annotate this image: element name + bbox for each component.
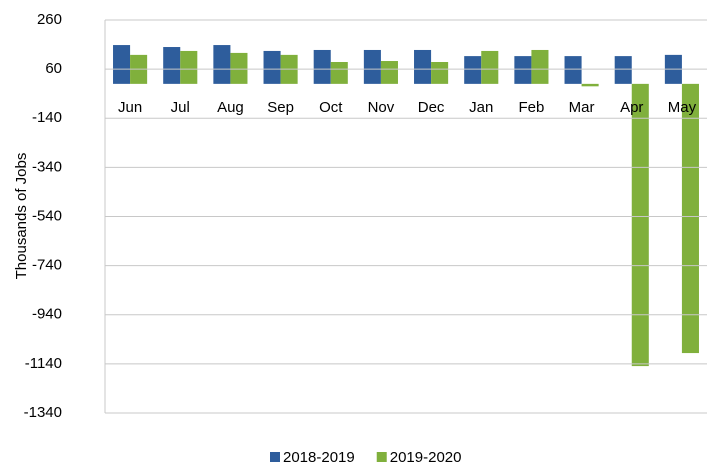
x-tick-label: Apr bbox=[620, 99, 643, 116]
x-tick-label: Aug bbox=[217, 99, 244, 116]
bar bbox=[113, 45, 131, 84]
x-tick-label: Jul bbox=[171, 99, 190, 116]
bar bbox=[464, 56, 482, 84]
x-tick-label: Jun bbox=[118, 99, 142, 116]
bar bbox=[681, 83, 699, 354]
y-tick-label: -1340 bbox=[24, 404, 62, 421]
x-tick-label: Jan bbox=[469, 99, 493, 116]
bar bbox=[230, 52, 248, 84]
x-tick-label: Oct bbox=[319, 99, 343, 116]
plot-area: Jun Jul Aug Sep Oct Nov Dec Jan Feb Mar Apr May bbox=[113, 45, 699, 367]
bar bbox=[431, 62, 449, 84]
y-tick-label: -940 bbox=[32, 306, 62, 323]
legend-swatch bbox=[270, 452, 280, 462]
bar bbox=[363, 49, 381, 84]
bar bbox=[414, 49, 432, 84]
y-tick-label: -740 bbox=[32, 257, 62, 274]
bar bbox=[614, 56, 632, 84]
y-tick-label: -340 bbox=[32, 158, 62, 175]
bar bbox=[180, 50, 198, 84]
y-tick-label: -140 bbox=[32, 109, 62, 126]
bar bbox=[564, 56, 582, 84]
x-tick-label: May bbox=[668, 99, 697, 116]
bar bbox=[631, 83, 649, 367]
bar bbox=[330, 62, 348, 84]
bar bbox=[531, 49, 549, 84]
bar bbox=[213, 45, 231, 84]
y-tick-label: -1140 bbox=[25, 355, 62, 372]
bar bbox=[380, 61, 398, 84]
bar bbox=[263, 50, 281, 84]
legend-label: 2019-2020 bbox=[390, 449, 462, 466]
bar bbox=[481, 50, 499, 84]
bar bbox=[581, 83, 599, 87]
x-tick-label: Dec bbox=[418, 99, 445, 116]
legend-swatch bbox=[376, 452, 387, 462]
bar bbox=[514, 56, 532, 84]
x-tick-label: Sep bbox=[267, 99, 294, 116]
y-tick-label: -540 bbox=[32, 207, 62, 224]
y-tick-label: 260 bbox=[37, 11, 62, 28]
y-tick-label: 60 bbox=[45, 60, 62, 77]
legend-label: 2018-2019 bbox=[283, 449, 355, 466]
y-axis-label: Thousands of Jobs bbox=[13, 153, 30, 280]
x-tick-label: Feb bbox=[518, 99, 544, 116]
bar bbox=[163, 47, 181, 84]
x-tick-label: Nov bbox=[368, 99, 395, 116]
x-tick-label: Mar bbox=[569, 99, 595, 116]
bar bbox=[313, 49, 331, 84]
